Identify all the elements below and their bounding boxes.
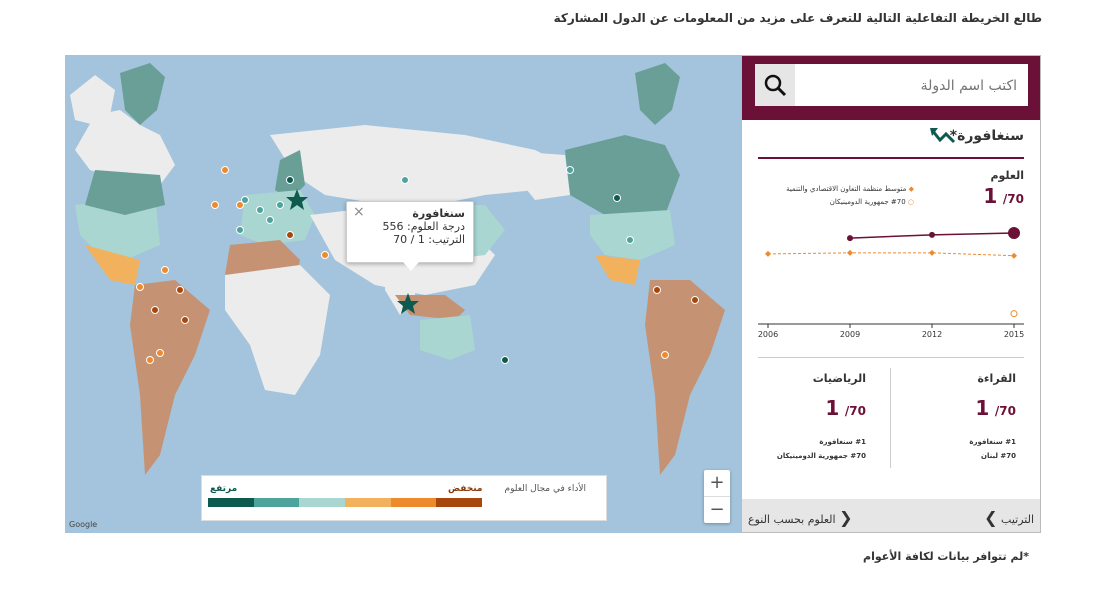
math-rank-total: /70 [844, 404, 866, 418]
x-tick-label: 2006 [758, 330, 778, 339]
map-attribution: Google [69, 520, 98, 529]
legend-oecd-average-label: متوسط منظمة التعاون الاقتصادي والتنمية [786, 185, 907, 193]
search-input[interactable] [795, 64, 1029, 108]
chevron-left-icon: ❮ [839, 508, 853, 527]
legend-swatch [436, 498, 483, 507]
column-divider [890, 368, 891, 468]
legend-swatch [390, 498, 437, 507]
zoom-control: + − [704, 470, 730, 523]
circle-outline-icon: ○ [907, 198, 914, 206]
map-canvas[interactable] [65, 55, 741, 533]
tooltip-score: درجة العلوم: 556 [382, 220, 465, 233]
legend-title: الأداء في مجال العلوم [504, 484, 586, 494]
reading-worst: #70 لبنان [981, 452, 1016, 460]
world-map[interactable]: × سنغافورة درجة العلوم: 556 الترتيب: 1 /… [65, 55, 741, 533]
by-type-nav-label: العلوم بحسب النوع [748, 513, 836, 526]
x-tick-label: 2012 [922, 330, 942, 339]
reading-label: القراءة [977, 372, 1016, 385]
legend-swatch [345, 498, 391, 507]
math-rank-number: 1 [825, 396, 840, 420]
science-label: العلوم [990, 169, 1024, 182]
oecd-average-point [1011, 252, 1017, 259]
legend-swatch [299, 498, 346, 507]
science-rank: 1 /70 [983, 184, 1024, 208]
math-worst: #70 جمهورية الدومينيكان [776, 452, 866, 460]
ranking-nav-button[interactable]: الترتيب ❯ [984, 508, 1034, 527]
science-rank-total: /70 [1002, 192, 1024, 206]
reading-rank: 1 /70 [975, 396, 1016, 420]
math-label: الرياضيات [812, 372, 866, 385]
science-rank-number: 1 [983, 184, 998, 208]
legend-oecd-average: ◆ متوسط منظمة التعاون الاقتصادي والتنمية [786, 185, 914, 193]
search-box [795, 64, 1029, 108]
trend-arrow-icon [930, 128, 956, 144]
legend-last-rank-label: #70 جمهورية الدومينيكان [829, 198, 906, 206]
search-bar [742, 56, 1040, 120]
country-panel: سنغافورة* العلوم 1 /70 ◆ متوسط منظمة الت… [741, 55, 1041, 533]
diamond-icon: ◆ [908, 185, 914, 193]
tooltip-rank: الترتيب: 1 / 70 [393, 233, 465, 246]
country-tooltip: × سنغافورة درجة العلوم: 556 الترتيب: 1 /… [346, 201, 474, 271]
legend-high-label: مرتفع [210, 484, 238, 494]
header-rule [758, 157, 1024, 159]
series-line-oecd-average [767, 252, 1015, 257]
footnote: *لم تتوافر بيانات لكافة الأعوام [863, 550, 1029, 563]
last-rank-point [1010, 310, 1018, 318]
x-tick-label: 2009 [840, 330, 860, 339]
ranking-nav-label: الترتيب [1001, 513, 1034, 526]
zoom-in-button[interactable]: + [709, 472, 725, 493]
singapore-point [929, 231, 935, 238]
legend-low-label: منخفض [448, 484, 483, 494]
search-button[interactable] [755, 64, 795, 106]
by-type-nav-button[interactable]: ❮ العلوم بحسب النوع [748, 508, 853, 527]
map-legend: الأداء في مجال العلوم منخفض مرتفع [201, 475, 607, 521]
legend-last-rank: ○ #70 جمهورية الدومينيكان [830, 198, 914, 206]
math-best: #1 سنغافورة [819, 438, 866, 446]
country-name: سنغافورة* [949, 128, 1024, 144]
math-rank: 1 /70 [825, 396, 866, 420]
x-tick-label: 2015 [1004, 330, 1024, 339]
legend-swatch [253, 498, 300, 507]
close-icon[interactable]: × [353, 204, 365, 220]
oecd-average-point [765, 250, 771, 257]
search-icon [764, 74, 787, 97]
chevron-right-icon: ❯ [984, 508, 998, 527]
singapore-point [1008, 227, 1020, 240]
tooltip-title: سنغافورة [412, 207, 465, 220]
oecd-average-point [929, 249, 935, 256]
legend-swatch [208, 498, 254, 507]
reading-best: #1 سنغافورة [969, 438, 1016, 446]
legend-color-bar [208, 498, 483, 507]
reading-rank-number: 1 [975, 396, 990, 420]
oecd-average-point [847, 249, 853, 256]
panel-footer: الترتيب ❯ ❮ العلوم بحسب النوع [742, 499, 1040, 532]
reading-rank-total: /70 [994, 404, 1016, 418]
science-trend-chart: 2006 2009 2012 2015 [758, 227, 1024, 339]
section-rule [758, 357, 1024, 358]
zoom-out-button[interactable]: − [709, 499, 725, 520]
singapore-point [847, 235, 853, 242]
zoom-divider [704, 496, 730, 497]
intro-text: طالع الخريطة التفاعلية التالية للتعرف عل… [553, 11, 1042, 25]
